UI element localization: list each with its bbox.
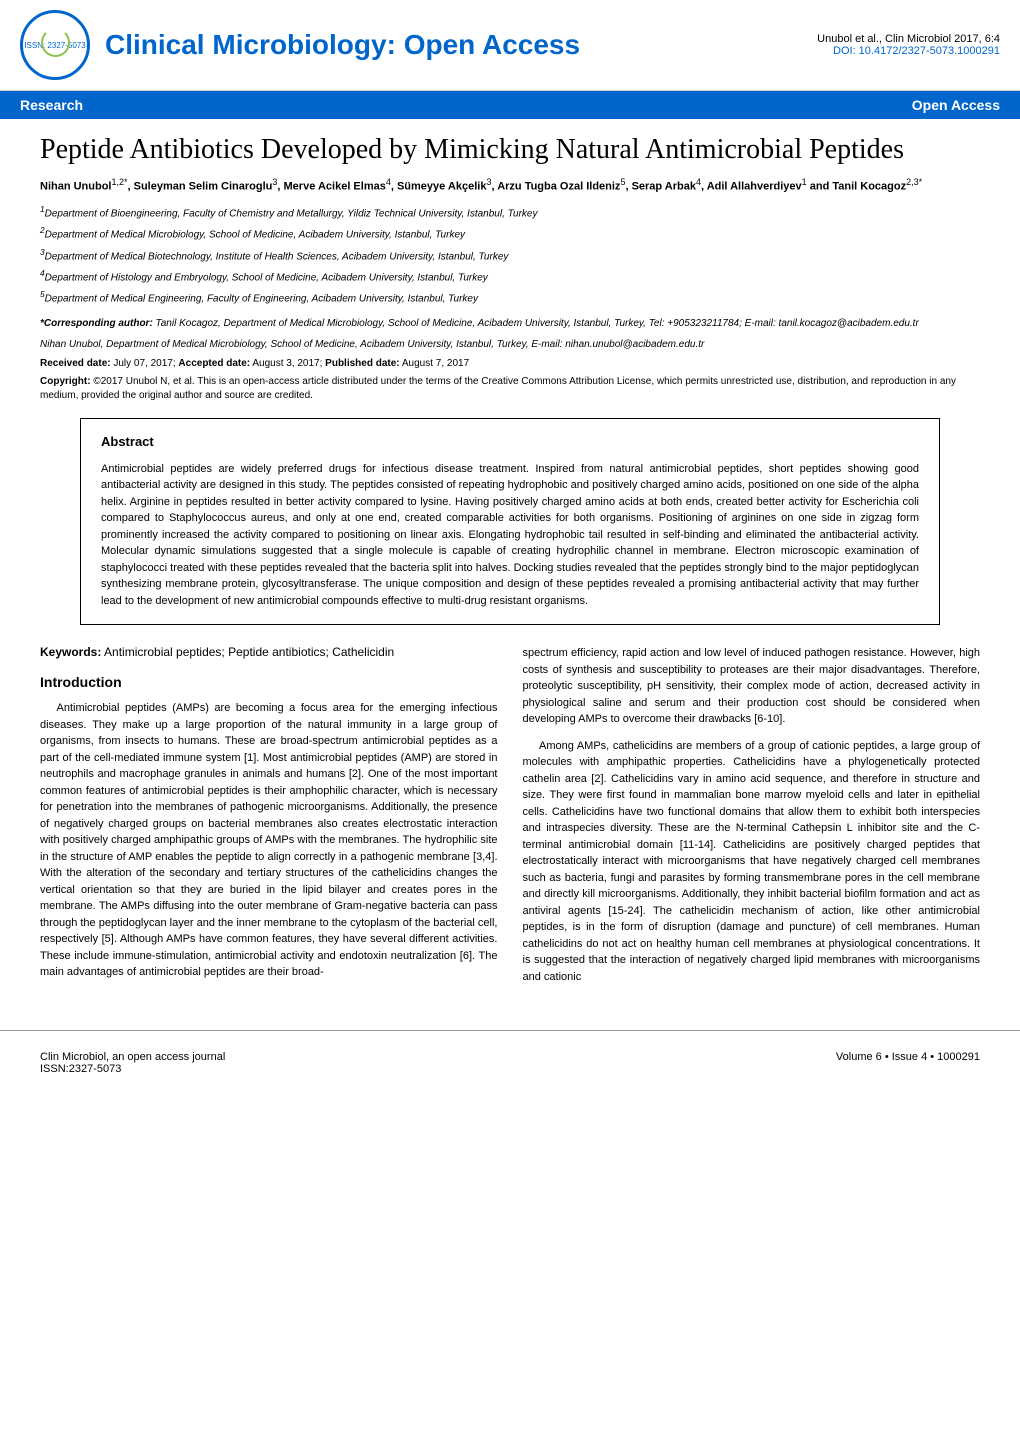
introduction-heading: Introduction: [40, 674, 498, 690]
two-column-body: Keywords: Antimicrobial peptides; Peptid…: [40, 645, 980, 985]
intro-paragraph-2a: spectrum efficiency, rapid action and lo…: [523, 645, 981, 728]
abstract-text: Antimicrobial peptides are widely prefer…: [101, 461, 919, 610]
section-right: Open Access: [912, 97, 1000, 113]
footer-journal: Clin Microbiol, an open access journal: [40, 1051, 225, 1063]
citation-text: Unubol et al., Clin Microbiol 2017, 6:4: [817, 33, 1000, 45]
published-label: Published date:: [325, 358, 399, 369]
dates-line: Received date: July 07, 2017; Accepted d…: [40, 358, 980, 369]
article-content: Peptide Antibiotics Developed by Mimicki…: [0, 119, 1020, 1000]
copyright-text: ©2017 Unubol N, et al. This is an open-a…: [40, 376, 956, 401]
received-date: July 07, 2017;: [111, 358, 179, 369]
coauthor-line: Nihan Unubol, Department of Medical Micr…: [40, 337, 980, 352]
affiliation-line: 5Department of Medical Engineering, Facu…: [40, 288, 980, 307]
copyright-label: Copyright:: [40, 376, 91, 387]
footer-issn: ISSN:2327-5073: [40, 1063, 225, 1075]
corresponding-author: *Corresponding author: Tanil Kocagoz, De…: [40, 316, 980, 331]
doi-link[interactable]: DOI: 10.4172/2327-5073.1000291: [817, 45, 1000, 57]
abstract-box: Abstract Antimicrobial peptides are wide…: [80, 418, 940, 626]
footer-right: Volume 6 • Issue 4 • 1000291: [836, 1051, 980, 1075]
issn-text: ISSN: 2327-5073: [24, 41, 85, 50]
article-title: Peptide Antibiotics Developed by Mimicki…: [40, 134, 980, 166]
keywords-line: Keywords: Antimicrobial peptides; Peptid…: [40, 645, 498, 659]
received-label: Received date:: [40, 358, 111, 369]
right-column: spectrum efficiency, rapid action and lo…: [523, 645, 981, 985]
corresponding-text: Tanil Kocagoz, Department of Medical Mic…: [153, 318, 919, 329]
journal-logo: ISSN: 2327-5073: [20, 10, 90, 80]
affiliation-line: 3Department of Medical Biotechnology, In…: [40, 246, 980, 265]
accepted-label: Accepted date:: [178, 358, 250, 369]
abstract-heading: Abstract: [101, 434, 919, 449]
keywords-label: Keywords:: [40, 645, 101, 659]
left-column: Keywords: Antimicrobial peptides; Peptid…: [40, 645, 498, 985]
affiliations: 1Department of Bioengineering, Faculty o…: [40, 203, 980, 308]
intro-paragraph-1: Antimicrobial peptides (AMPs) are becomi…: [40, 700, 498, 981]
keywords-text: Antimicrobial peptides; Peptide antibiot…: [101, 645, 394, 659]
section-left: Research: [20, 97, 83, 113]
affiliation-line: 4Department of Histology and Embryology,…: [40, 267, 980, 286]
authors-line: Nihan Unubol1,2*, Suleyman Selim Cinarog…: [40, 176, 980, 195]
journal-title: Clinical Microbiology: Open Access: [105, 29, 817, 61]
accepted-date: August 3, 2017;: [250, 358, 325, 369]
copyright-line: Copyright: ©2017 Unubol N, et al. This i…: [40, 375, 980, 403]
corresponding-label: *Corresponding author:: [40, 318, 153, 329]
page-header: ISSN: 2327-5073 Clinical Microbiology: O…: [0, 0, 1020, 91]
affiliation-line: 1Department of Bioengineering, Faculty o…: [40, 203, 980, 222]
published-date: August 7, 2017: [400, 358, 470, 369]
footer-left: Clin Microbiol, an open access journal I…: [40, 1051, 225, 1075]
section-bar: Research Open Access: [0, 91, 1020, 119]
page-footer: Clin Microbiol, an open access journal I…: [0, 1030, 1020, 1090]
header-citation: Unubol et al., Clin Microbiol 2017, 6:4 …: [817, 33, 1000, 57]
affiliation-line: 2Department of Medical Microbiology, Sch…: [40, 224, 980, 243]
intro-paragraph-2b: Among AMPs, cathelicidins are members of…: [523, 738, 981, 986]
